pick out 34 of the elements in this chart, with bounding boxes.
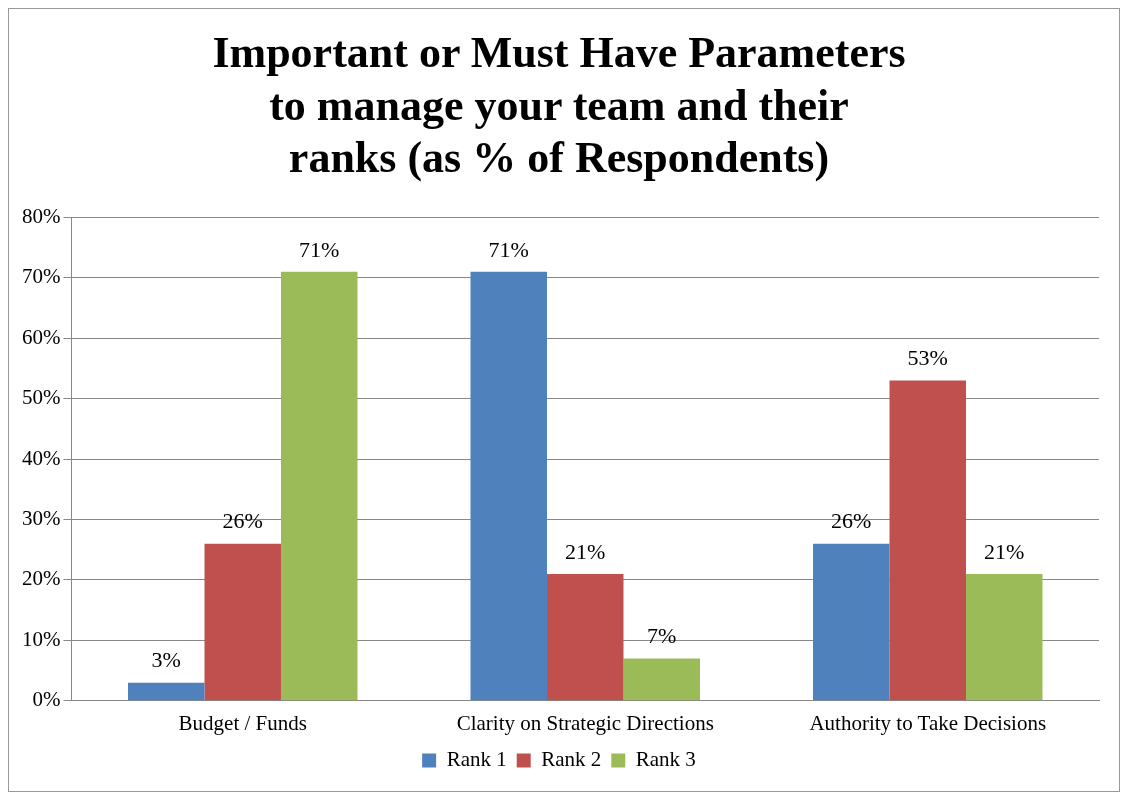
y-tick-label: 40% <box>21 445 61 470</box>
data-label: 21% <box>984 538 1025 564</box>
y-tick-label: 50% <box>21 385 61 410</box>
x-tick-label: Clarity on Strategic Directions <box>456 710 714 735</box>
data-label: 71% <box>299 236 340 262</box>
y-tick-label: 10% <box>21 626 61 651</box>
legend-label: Rank 1 <box>446 747 507 772</box>
legend-label: Rank 3 <box>635 747 696 772</box>
y-tick-label: 70% <box>21 264 61 289</box>
bar <box>966 573 1043 701</box>
x-tick-label: Authority to Take Decisions <box>809 710 1047 735</box>
bar <box>547 573 624 701</box>
data-label: 53% <box>907 345 948 371</box>
bar <box>280 271 358 701</box>
bar <box>889 380 966 701</box>
data-label: 26% <box>222 508 263 534</box>
y-tick-label: 20% <box>21 566 61 591</box>
bar <box>204 543 281 701</box>
bar <box>813 543 890 701</box>
bar <box>470 271 547 701</box>
data-label: 3% <box>151 647 181 673</box>
y-tick-label: 30% <box>21 506 61 531</box>
chart-title: Important or Must Have Parameters to manage your team and their ranks (as % of Respondents) <box>212 27 906 183</box>
x-tick-label: Budget / Funds <box>178 710 307 735</box>
y-tick-label: 0% <box>32 687 61 712</box>
y-tick-label: 80% <box>21 203 61 228</box>
legend-label: Rank 2 <box>541 747 602 772</box>
data-label: 26% <box>831 508 872 534</box>
data-label: 71% <box>488 236 529 262</box>
bar <box>128 682 205 701</box>
data-label: 7% <box>647 623 677 649</box>
data-label: 21% <box>565 538 606 564</box>
bar <box>623 658 700 701</box>
y-tick-label: 60% <box>21 324 61 349</box>
